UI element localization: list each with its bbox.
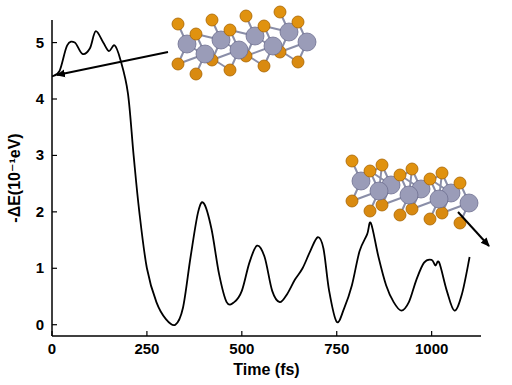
- y-tick-label: 3: [36, 146, 44, 163]
- atom-s: [172, 18, 184, 30]
- atom-s: [190, 28, 202, 40]
- y-tick: [52, 268, 57, 269]
- atom-metal: [460, 194, 478, 212]
- atom-metal: [298, 33, 316, 51]
- atom-metal: [370, 182, 388, 200]
- x-axis-label: Time (fs): [233, 361, 299, 378]
- x-tick-label: 750: [324, 340, 349, 357]
- y-axis-label: -ΔE(10⁻¹eV): [6, 133, 23, 222]
- y-tick: [52, 211, 57, 212]
- x-tick: [146, 331, 147, 336]
- atom-s: [376, 199, 388, 211]
- atom-s: [346, 155, 358, 167]
- y-tick: [52, 42, 57, 43]
- x-tick-label: 0: [48, 340, 56, 357]
- atom-s: [292, 56, 304, 68]
- atom-s: [454, 177, 466, 189]
- x-tick: [241, 331, 242, 336]
- y-tick: [52, 324, 57, 325]
- atom-metal: [230, 41, 248, 59]
- x-axis: [52, 335, 481, 337]
- atom-metal: [196, 45, 214, 63]
- atom-s: [364, 205, 376, 217]
- y-tick-label: 0: [36, 316, 44, 333]
- x-tick: [431, 331, 432, 336]
- atom-s: [406, 203, 418, 215]
- y-tick: [52, 155, 57, 156]
- atom-s: [364, 165, 376, 177]
- energy-line: [52, 31, 470, 325]
- atom-s: [424, 213, 436, 225]
- crystal-structure: [346, 155, 478, 229]
- atom-s: [346, 195, 358, 207]
- atom-s: [224, 64, 236, 76]
- atom-s: [376, 159, 388, 171]
- y-tick: [52, 98, 57, 99]
- crystal-structure: [172, 6, 316, 80]
- y-tick-label: 4: [36, 90, 45, 107]
- y-tick-label: 5: [36, 34, 44, 51]
- atom-s: [258, 20, 270, 32]
- atom-s: [436, 207, 448, 219]
- x-tick-label: 1000: [415, 340, 448, 357]
- y-tick-label: 2: [36, 203, 44, 220]
- x-tick-label: 250: [134, 340, 159, 357]
- atom-s: [206, 14, 218, 26]
- atom-s: [406, 163, 418, 175]
- atom-metal: [400, 186, 418, 204]
- atom-s: [172, 58, 184, 70]
- chart: 0 1 2 3 4 5 0 250 500 750 1000 Time (fs) -ΔE(10⁻¹eV): [0, 0, 512, 385]
- atom-s: [292, 16, 304, 28]
- atom-s: [274, 6, 286, 18]
- atom-s: [436, 167, 448, 179]
- atom-s: [240, 10, 252, 22]
- y-tick-label: 1: [36, 259, 44, 276]
- atom-s: [224, 24, 236, 36]
- atom-s: [258, 60, 270, 72]
- arrow: [458, 212, 489, 246]
- x-tick-label: 500: [229, 340, 254, 357]
- atom-s: [424, 173, 436, 185]
- atom-metal: [264, 37, 282, 55]
- atom-metal: [430, 190, 448, 208]
- x-tick: [51, 331, 52, 336]
- arrow: [57, 52, 168, 75]
- atom-s: [394, 209, 406, 221]
- x-tick: [336, 331, 337, 336]
- y-axis: [51, 20, 53, 336]
- atom-s: [394, 169, 406, 181]
- atom-s: [190, 68, 202, 80]
- plot-area: [52, 31, 470, 325]
